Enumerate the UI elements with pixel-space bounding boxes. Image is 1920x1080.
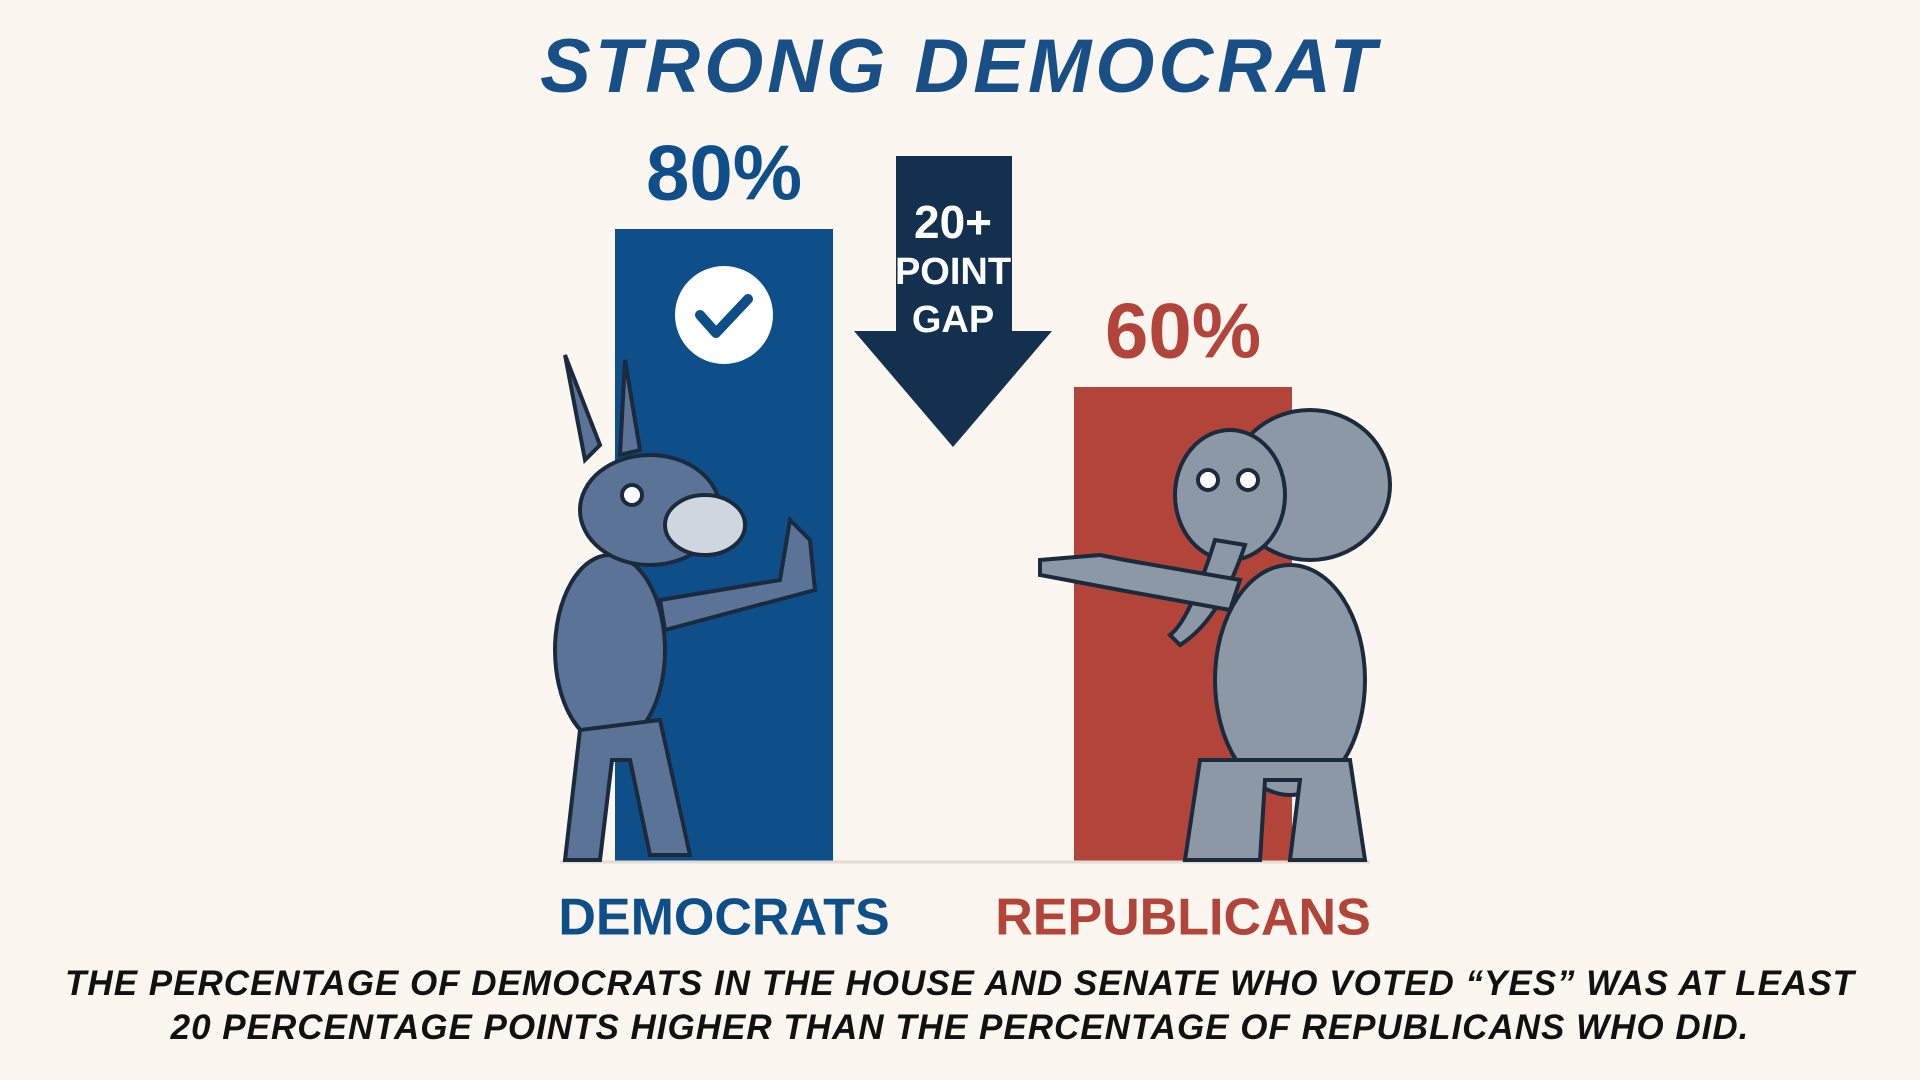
- donkey-arm: [657, 515, 818, 633]
- gap-arrow: [854, 156, 1052, 447]
- elephant-eye: [1196, 468, 1220, 492]
- value-label: 80%: [646, 129, 802, 217]
- elephant: [1038, 408, 1392, 862]
- chart: STRONG DEMOCRAT 80% DEMOCRATS 60% REPUBLICA…: [540, 24, 1392, 947]
- donkey-snout: [663, 493, 747, 557]
- donkey-legs: [562, 717, 693, 862]
- gap-annotation: POINT: [895, 251, 1011, 293]
- value-label: 60%: [1105, 287, 1261, 375]
- check-mark: [695, 294, 753, 338]
- mascots: [553, 354, 1392, 862]
- donkey-body: [553, 553, 667, 747]
- gap-annotation: 20+: [914, 196, 992, 248]
- category-label: REPUBLICANS: [995, 889, 1371, 947]
- check-icon: [675, 266, 773, 364]
- donkey-ears: [563, 354, 643, 465]
- chart-title: STRONG DEMOCRAT: [540, 24, 1381, 109]
- category-label: DEMOCRATS: [558, 889, 889, 947]
- donkey: [553, 354, 818, 862]
- gap-annotation: GAP: [912, 299, 994, 341]
- elephant-arm: [1038, 552, 1243, 613]
- arrow-shape: [854, 156, 1052, 447]
- elephant-legs: [1182, 758, 1368, 862]
- donkey-eye: [620, 483, 644, 507]
- caption: THE PERCENTAGE OF DEMOCRATS IN THE HOUSE…: [65, 964, 1855, 1047]
- elephant-eye: [1236, 468, 1260, 492]
- elephant-body: [1213, 563, 1367, 797]
